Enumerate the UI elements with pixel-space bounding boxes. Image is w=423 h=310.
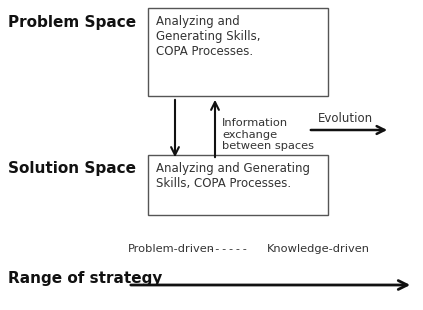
Text: Analyzing and Generating
Skills, COPA Processes.: Analyzing and Generating Skills, COPA Pr… <box>156 162 310 190</box>
Text: Evolution: Evolution <box>318 112 373 125</box>
Text: Knowledge-driven: Knowledge-driven <box>267 244 370 254</box>
Bar <box>148 8 328 96</box>
Text: Information
exchange
between spaces: Information exchange between spaces <box>222 118 314 151</box>
Text: Range of strategy: Range of strategy <box>8 271 162 286</box>
Text: ------: ------ <box>207 244 249 254</box>
Text: Solution Space: Solution Space <box>8 161 136 175</box>
Text: Problem Space: Problem Space <box>8 15 136 29</box>
Text: Analyzing and
Generating Skills,
COPA Processes.: Analyzing and Generating Skills, COPA Pr… <box>156 15 261 58</box>
Text: Problem-driven: Problem-driven <box>128 244 215 254</box>
Bar <box>148 155 328 215</box>
